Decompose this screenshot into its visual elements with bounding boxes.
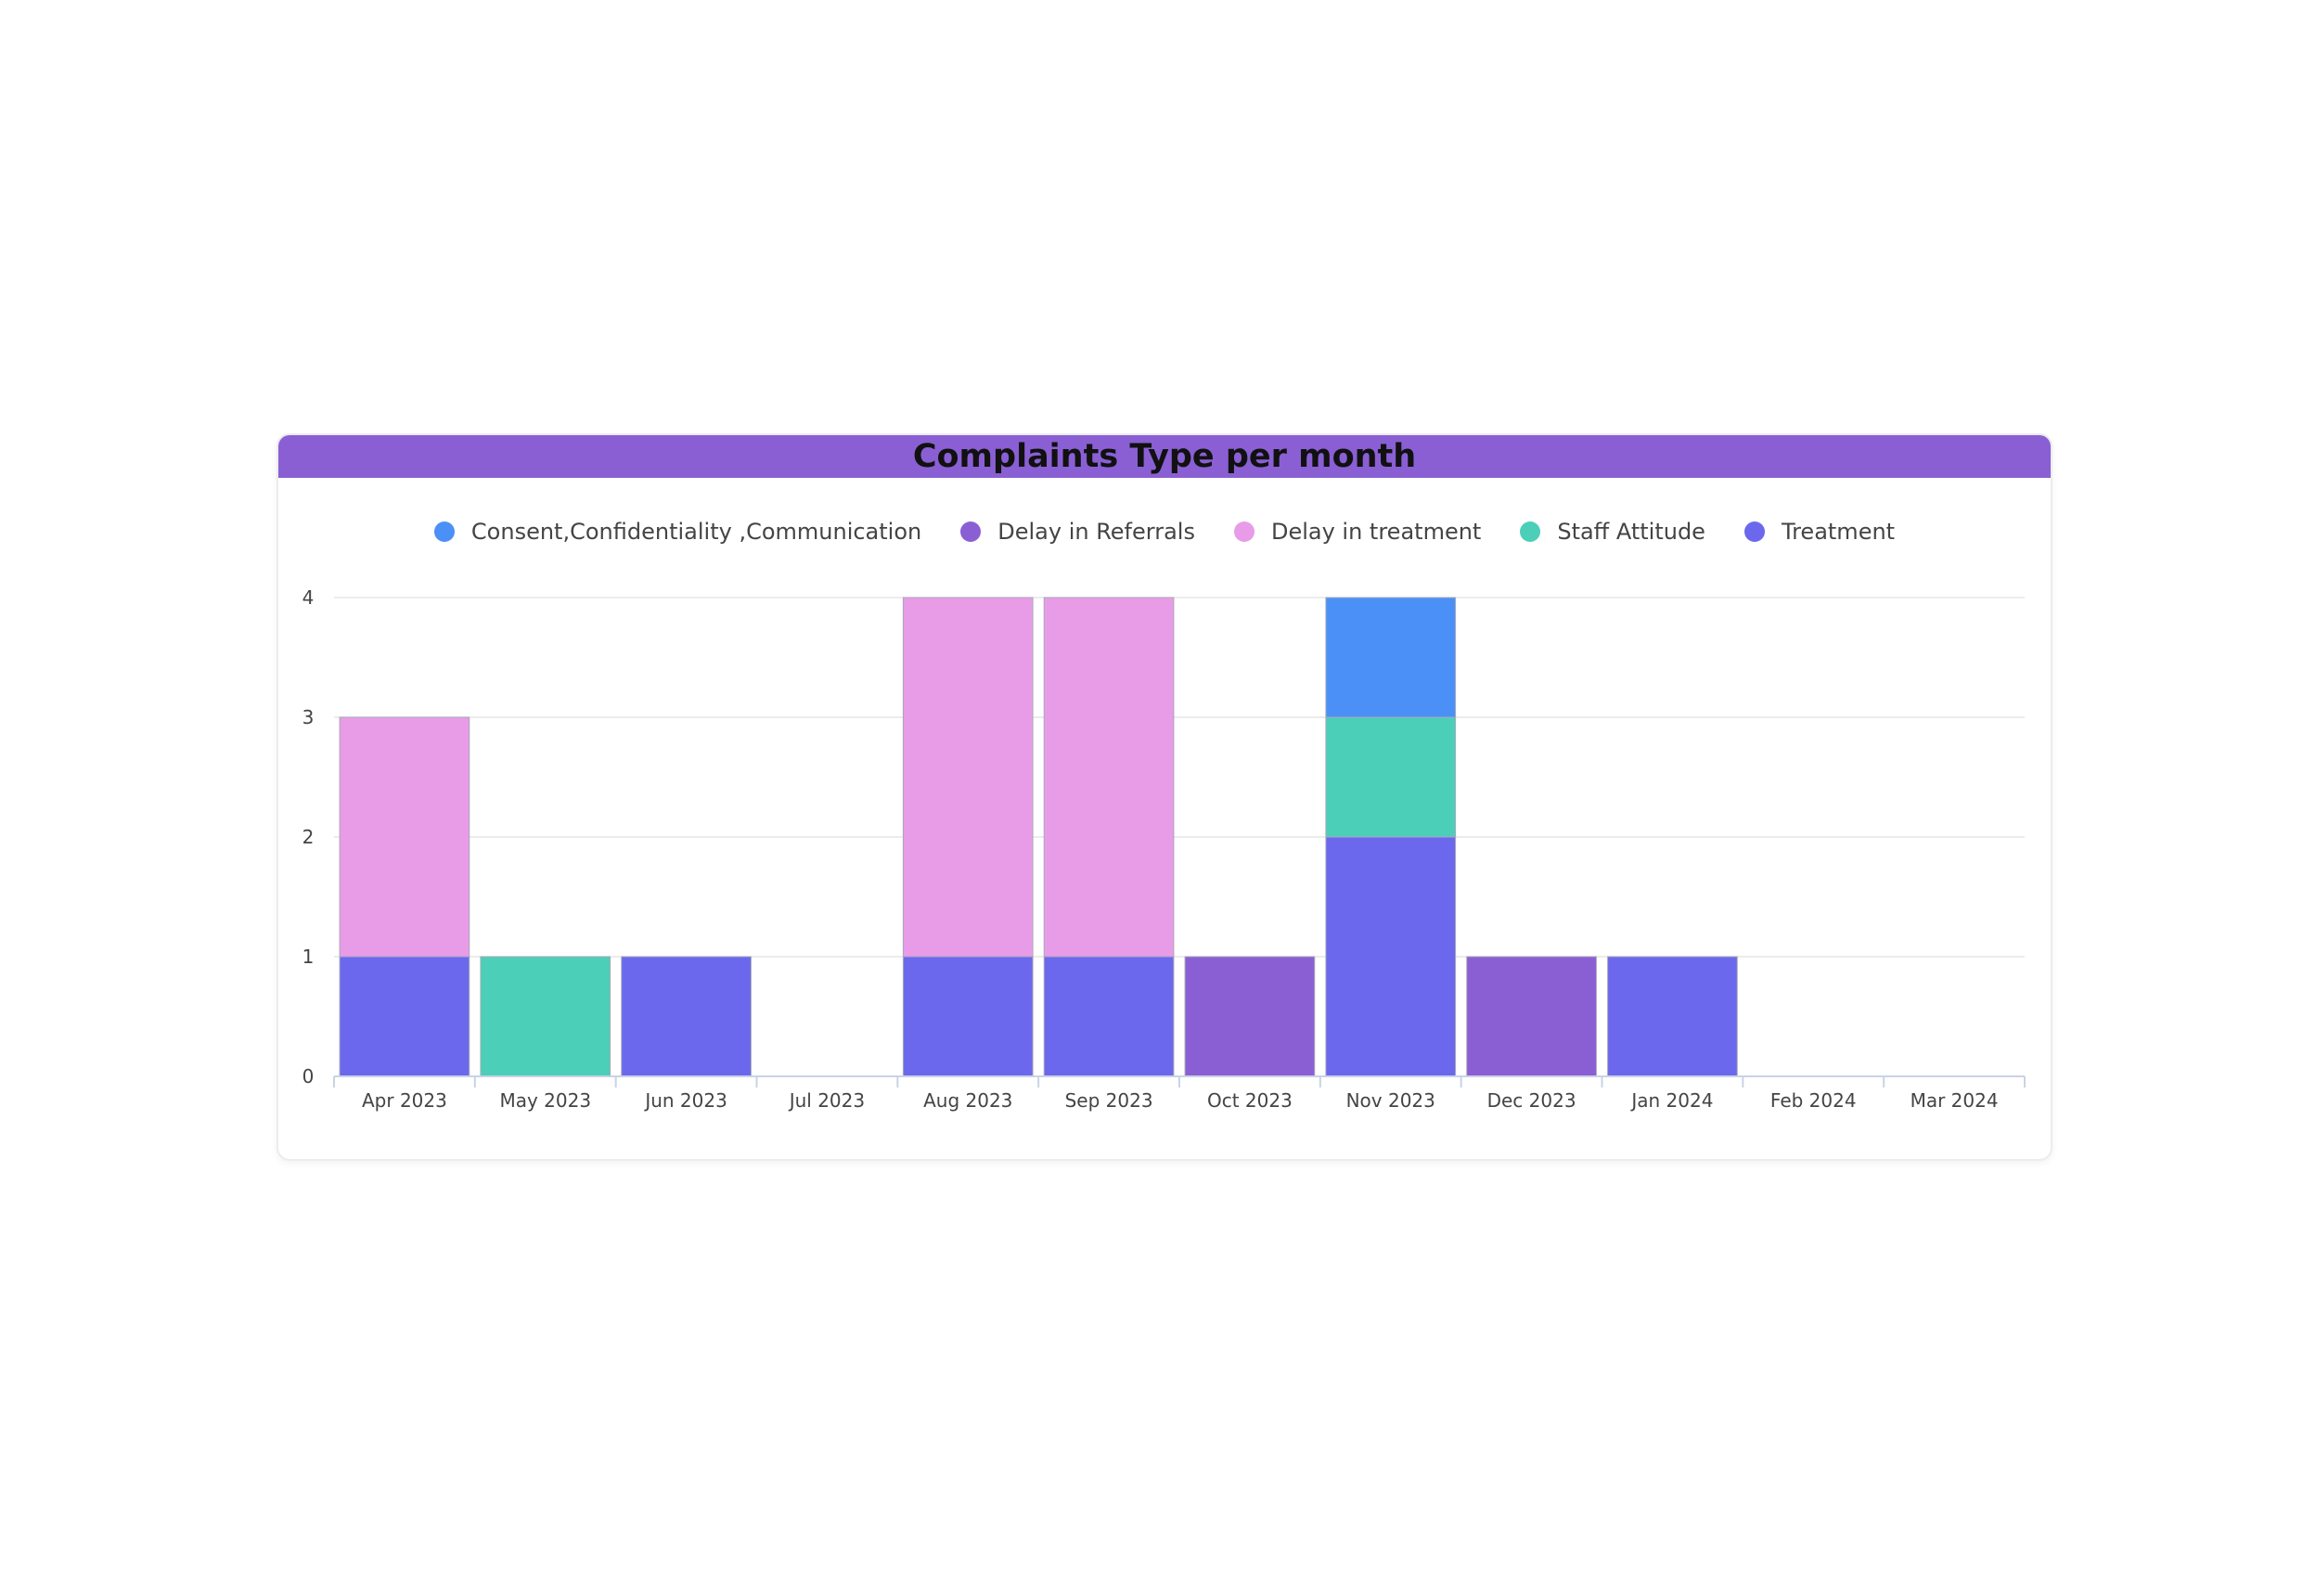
- legend-marker: [960, 521, 982, 542]
- legend-item[interactable]: Delay in Referrals: [960, 519, 1195, 545]
- bar-segment[interactable]: [339, 716, 470, 958]
- x-tick-label: Mar 2024: [1911, 1089, 1999, 1112]
- chart-title: Complaints Type per month: [912, 438, 1417, 475]
- x-tick-label: Jan 2024: [1629, 1089, 1713, 1112]
- legend-item[interactable]: Consent,Confidentiality ,Communication: [433, 519, 922, 545]
- x-tick-label: Dec 2023: [1487, 1089, 1576, 1112]
- x-tick-label: Sep 2023: [1065, 1089, 1153, 1112]
- bar-segment[interactable]: [621, 956, 752, 1077]
- y-tick-label: 0: [302, 1065, 315, 1088]
- chart-legend: Consent,Confidentiality ,Communication De…: [278, 513, 2051, 550]
- legend-item[interactable]: Delay in treatment: [1233, 519, 1482, 545]
- x-tick-label: May 2023: [499, 1089, 591, 1112]
- bar-segment[interactable]: [1607, 956, 1738, 1077]
- y-tick-label: 3: [302, 706, 315, 728]
- bar-segment[interactable]: [1184, 956, 1316, 1077]
- bar-segment[interactable]: [1325, 716, 1457, 838]
- bar-segment[interactable]: [1325, 836, 1457, 1077]
- bar-segment[interactable]: [480, 956, 611, 1077]
- legend-label: Delay in Referrals: [997, 519, 1195, 545]
- legend-marker: [1743, 521, 1765, 542]
- legend-label: Treatment: [1781, 519, 1896, 545]
- bar-segment[interactable]: [902, 597, 1034, 958]
- chart-card: Complaints Type per month Consent,Confid…: [277, 433, 2052, 1161]
- bar-segment[interactable]: [902, 956, 1034, 1077]
- legend-label: Delay in treatment: [1270, 519, 1482, 545]
- chart-plot: 0 1 2 3 4 Apr 2023 May 2023 Jun 2023 Jul 2023 Aug…: [302, 586, 2026, 1112]
- x-tick-label: Jun 2023: [643, 1089, 727, 1112]
- legend-item[interactable]: Staff Attitude: [1520, 519, 1705, 545]
- legend-marker: [433, 521, 455, 542]
- bar-segment[interactable]: [339, 956, 470, 1077]
- x-tick-label: Jul 2023: [788, 1089, 865, 1112]
- bar-segment[interactable]: [1043, 597, 1175, 958]
- x-tick-label: Feb 2024: [1770, 1089, 1857, 1112]
- x-tick-label: Aug 2023: [923, 1089, 1012, 1112]
- legend-label: Staff Attitude: [1557, 519, 1705, 545]
- chart-header: Complaints Type per month: [278, 435, 2051, 478]
- y-tick-label: 4: [302, 586, 315, 609]
- x-tick-label: Nov 2023: [1346, 1089, 1435, 1112]
- x-tick-label: Apr 2023: [362, 1089, 447, 1112]
- legend-marker: [1233, 521, 1254, 542]
- bar-segment[interactable]: [1043, 956, 1175, 1077]
- legend-item[interactable]: Treatment: [1743, 519, 1896, 545]
- legend-label: Consent,Confidentiality ,Communication: [470, 519, 922, 545]
- x-tick-label: Oct 2023: [1207, 1089, 1293, 1112]
- bar-segment[interactable]: [1325, 597, 1457, 718]
- y-tick-label: 1: [302, 946, 315, 968]
- bar-segment[interactable]: [1466, 956, 1597, 1077]
- legend-marker: [1520, 521, 1541, 542]
- y-tick-label: 2: [302, 826, 315, 848]
